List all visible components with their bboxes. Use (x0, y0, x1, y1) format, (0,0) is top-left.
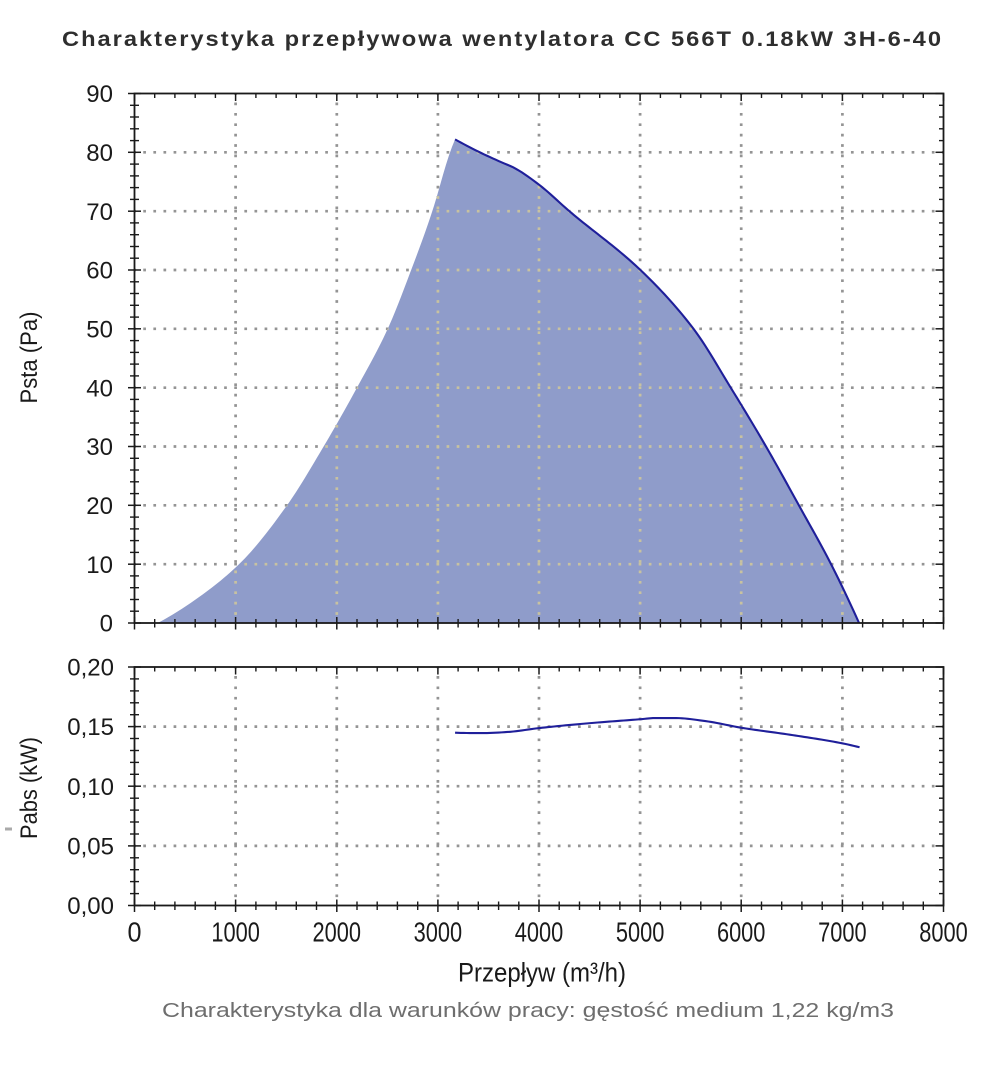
svg-text:Charakterystyka dla warunków p: Charakterystyka dla warunków pracy: gęst… (162, 1000, 894, 1022)
svg-text:2000: 2000 (313, 917, 362, 948)
svg-text:50: 50 (86, 316, 113, 343)
svg-text:4000: 4000 (515, 917, 564, 948)
svg-text:30: 30 (86, 434, 113, 461)
svg-text:7000: 7000 (818, 917, 867, 948)
svg-text:8000: 8000 (919, 917, 968, 948)
svg-text:6000: 6000 (717, 917, 766, 948)
svg-text:60: 60 (86, 258, 113, 285)
svg-text:Przepływ (m³/h): Przepływ (m³/h) (458, 958, 626, 988)
svg-text:70: 70 (86, 199, 113, 226)
svg-text:1000: 1000 (211, 917, 260, 948)
svg-text:20: 20 (86, 493, 113, 520)
svg-text:0,05: 0,05 (67, 833, 114, 860)
svg-text:5000: 5000 (616, 917, 665, 948)
svg-text:10: 10 (86, 552, 113, 579)
svg-text:Pabs (kW): Pabs (kW) (16, 737, 43, 839)
svg-text:Psta (Pa): Psta (Pa) (16, 312, 43, 404)
svg-text:0: 0 (128, 917, 142, 948)
svg-text:3000: 3000 (414, 917, 463, 948)
svg-text:0,10: 0,10 (67, 774, 114, 801)
svg-text:0,00: 0,00 (67, 893, 114, 920)
svg-text:90: 90 (86, 81, 113, 108)
svg-text:Charakterystyka przepływowa we: Charakterystyka przepływowa wentylatora … (62, 27, 943, 51)
svg-text:80: 80 (86, 140, 113, 167)
svg-text:0: 0 (100, 611, 113, 638)
svg-text:0,20: 0,20 (67, 655, 114, 682)
svg-text:0,15: 0,15 (67, 714, 114, 741)
svg-text:40: 40 (86, 375, 113, 402)
